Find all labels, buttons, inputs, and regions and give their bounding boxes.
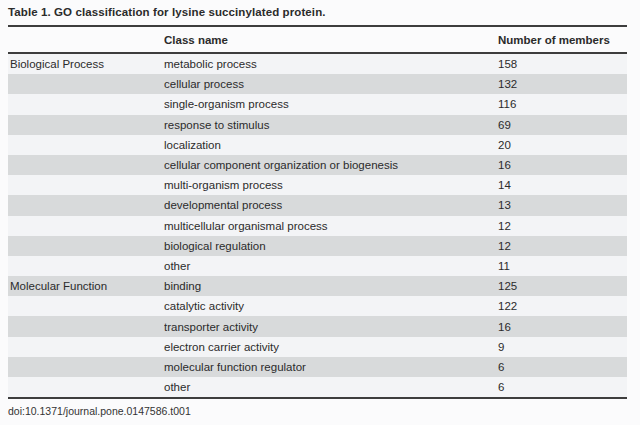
table-row: cellular component organization or bioge… bbox=[8, 155, 627, 175]
column-header-category bbox=[8, 27, 164, 52]
class-name-cell: biological regulation bbox=[164, 236, 498, 256]
table-row: Biological Processmetabolic process158 bbox=[8, 54, 627, 74]
members-cell: 125 bbox=[498, 276, 627, 296]
class-name-cell: response to stimulus bbox=[164, 115, 498, 135]
table-row: response to stimulus69 bbox=[8, 115, 627, 135]
members-cell: 6 bbox=[498, 357, 627, 377]
paper-table-figure: Table 1. GO classification for lysine su… bbox=[0, 0, 640, 425]
class-name-cell: single-organism process bbox=[164, 94, 498, 114]
members-cell: 11 bbox=[498, 256, 627, 276]
class-name-cell: multicellular organismal process bbox=[164, 216, 498, 236]
table-row: catalytic activity122 bbox=[8, 296, 627, 316]
class-name-cell: electron carrier activity bbox=[164, 337, 498, 357]
table-row: developmental process13 bbox=[8, 195, 627, 215]
category-cell bbox=[8, 236, 164, 256]
class-name-cell: molecular function regulator bbox=[164, 357, 498, 377]
category-cell: Biological Process bbox=[8, 54, 164, 74]
category-cell: Molecular Function bbox=[8, 276, 164, 296]
class-name-cell: localization bbox=[164, 135, 498, 155]
category-cell bbox=[8, 256, 164, 276]
category-cell bbox=[8, 195, 164, 215]
category-cell bbox=[8, 175, 164, 195]
members-cell: 9 bbox=[498, 337, 627, 357]
category-cell bbox=[8, 74, 164, 94]
column-header-class-name: Class name bbox=[164, 27, 498, 52]
members-cell: 158 bbox=[498, 54, 627, 74]
members-cell: 13 bbox=[498, 195, 627, 215]
table-row: electron carrier activity9 bbox=[8, 337, 627, 357]
category-cell bbox=[8, 94, 164, 114]
table-row: single-organism process116 bbox=[8, 94, 627, 114]
class-name-cell: developmental process bbox=[164, 195, 498, 215]
category-cell bbox=[8, 216, 164, 236]
table-title: Table 1. GO classification for lysine su… bbox=[8, 6, 326, 18]
class-name-cell: cellular component organization or bioge… bbox=[164, 155, 498, 175]
column-header-members: Number of members bbox=[498, 27, 627, 52]
class-name-cell: other bbox=[164, 256, 498, 276]
table-row: cellular process132 bbox=[8, 74, 627, 94]
members-cell: 122 bbox=[498, 296, 627, 316]
members-cell: 14 bbox=[498, 175, 627, 195]
members-cell: 69 bbox=[498, 115, 627, 135]
category-cell bbox=[8, 155, 164, 175]
class-name-cell: catalytic activity bbox=[164, 296, 498, 316]
category-cell bbox=[8, 135, 164, 155]
category-cell bbox=[8, 296, 164, 316]
table-row: multi-organism process14 bbox=[8, 175, 627, 195]
members-cell: 6 bbox=[498, 377, 627, 397]
class-name-cell: metabolic process bbox=[164, 54, 498, 74]
category-cell bbox=[8, 115, 164, 135]
members-cell: 16 bbox=[498, 316, 627, 336]
class-name-cell: other bbox=[164, 377, 498, 397]
category-cell bbox=[8, 337, 164, 357]
class-name-cell: binding bbox=[164, 276, 498, 296]
members-cell: 20 bbox=[498, 135, 627, 155]
class-name-cell: cellular process bbox=[164, 74, 498, 94]
table-row: other11 bbox=[8, 256, 627, 276]
table-row: multicellular organismal process12 bbox=[8, 216, 627, 236]
category-cell bbox=[8, 316, 164, 336]
table-row: localization20 bbox=[8, 135, 627, 155]
members-cell: 12 bbox=[498, 236, 627, 256]
members-cell: 132 bbox=[498, 74, 627, 94]
table-row: biological regulation12 bbox=[8, 236, 627, 256]
category-cell bbox=[8, 377, 164, 397]
members-cell: 16 bbox=[498, 155, 627, 175]
table-header-row: Class name Number of members bbox=[8, 27, 627, 54]
table-body: Biological Processmetabolic process158ce… bbox=[8, 54, 627, 397]
go-classification-table: Class name Number of members Biological … bbox=[8, 25, 627, 399]
doi-text: doi:10.1371/journal.pone.0147586.t001 bbox=[8, 405, 191, 417]
category-cell bbox=[8, 357, 164, 377]
class-name-cell: multi-organism process bbox=[164, 175, 498, 195]
class-name-cell: transporter activity bbox=[164, 316, 498, 336]
members-cell: 12 bbox=[498, 216, 627, 236]
table-row: molecular function regulator6 bbox=[8, 357, 627, 377]
table-row: Molecular Functionbinding125 bbox=[8, 276, 627, 296]
table-row: other6 bbox=[8, 377, 627, 397]
table-row: transporter activity16 bbox=[8, 316, 627, 336]
members-cell: 116 bbox=[498, 94, 627, 114]
